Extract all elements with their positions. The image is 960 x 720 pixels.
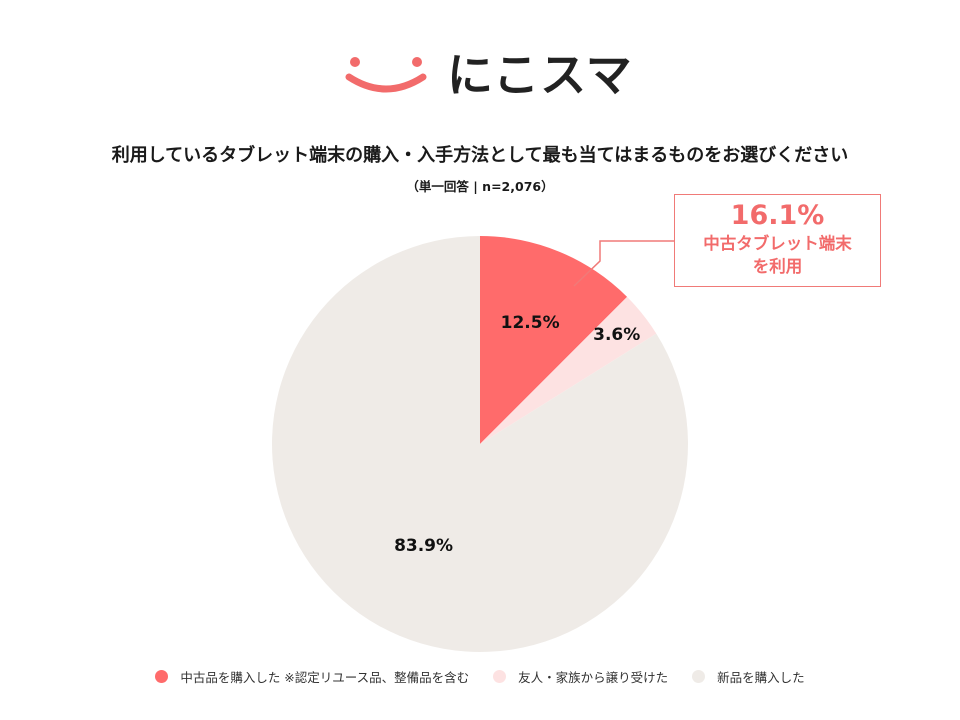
pie-slices bbox=[272, 236, 688, 652]
pie-data-label: 12.5% bbox=[501, 313, 560, 333]
legend-swatch bbox=[155, 669, 169, 683]
smile-eye-left bbox=[350, 57, 360, 67]
smile-eye-right bbox=[412, 57, 422, 67]
chart-title: 利用しているタブレット端末の購入・入手方法として最も当てはまるものをお選びくださ… bbox=[111, 145, 849, 166]
callout-box: 16.1% 中古タブレット端末 を利用 bbox=[674, 194, 881, 287]
legend-swatch bbox=[692, 669, 706, 683]
legend-label: 新品を購入した bbox=[717, 669, 805, 685]
callout-value: 16.1% bbox=[730, 200, 825, 231]
smile-icon bbox=[345, 57, 427, 93]
legend-swatch bbox=[493, 669, 507, 683]
chart-subtitle: （単一回答 | n=2,076） bbox=[406, 179, 554, 194]
legend-item-new-purchase: 新品を購入した bbox=[692, 667, 805, 686]
legend-label: 中古品を購入した ※認定リユース品、整備品を含む bbox=[180, 669, 470, 685]
pie-data-label: 3.6% bbox=[593, 325, 640, 345]
brand-name: にこスマ bbox=[447, 48, 633, 102]
brand-logo: にこスマ bbox=[345, 45, 635, 105]
pie-data-labels: 12.5% 3.6% 83.9% bbox=[394, 313, 640, 556]
legend-item-used-purchase: 中古品を購入した ※認定リユース品、整備品を含む bbox=[155, 667, 469, 686]
legend-label: 友人・家族から譲り受けた bbox=[518, 669, 669, 685]
pie-data-label: 83.9% bbox=[394, 536, 453, 556]
chart-legend: 中古品を購入した ※認定リユース品、整備品を含む 友人・家族から譲り受けた 新品… bbox=[0, 664, 960, 688]
callout-text-line-1: 中古タブレット端末 bbox=[703, 234, 852, 253]
legend-item-hand-me-down: 友人・家族から譲り受けた bbox=[493, 667, 668, 686]
callout-leader-line bbox=[573, 240, 674, 287]
callout-text-line-2: を利用 bbox=[752, 257, 803, 276]
pie-slice bbox=[272, 236, 688, 652]
pie-slice bbox=[480, 236, 628, 444]
pie-slice bbox=[480, 296, 657, 444]
smile-mouth bbox=[345, 73, 427, 93]
